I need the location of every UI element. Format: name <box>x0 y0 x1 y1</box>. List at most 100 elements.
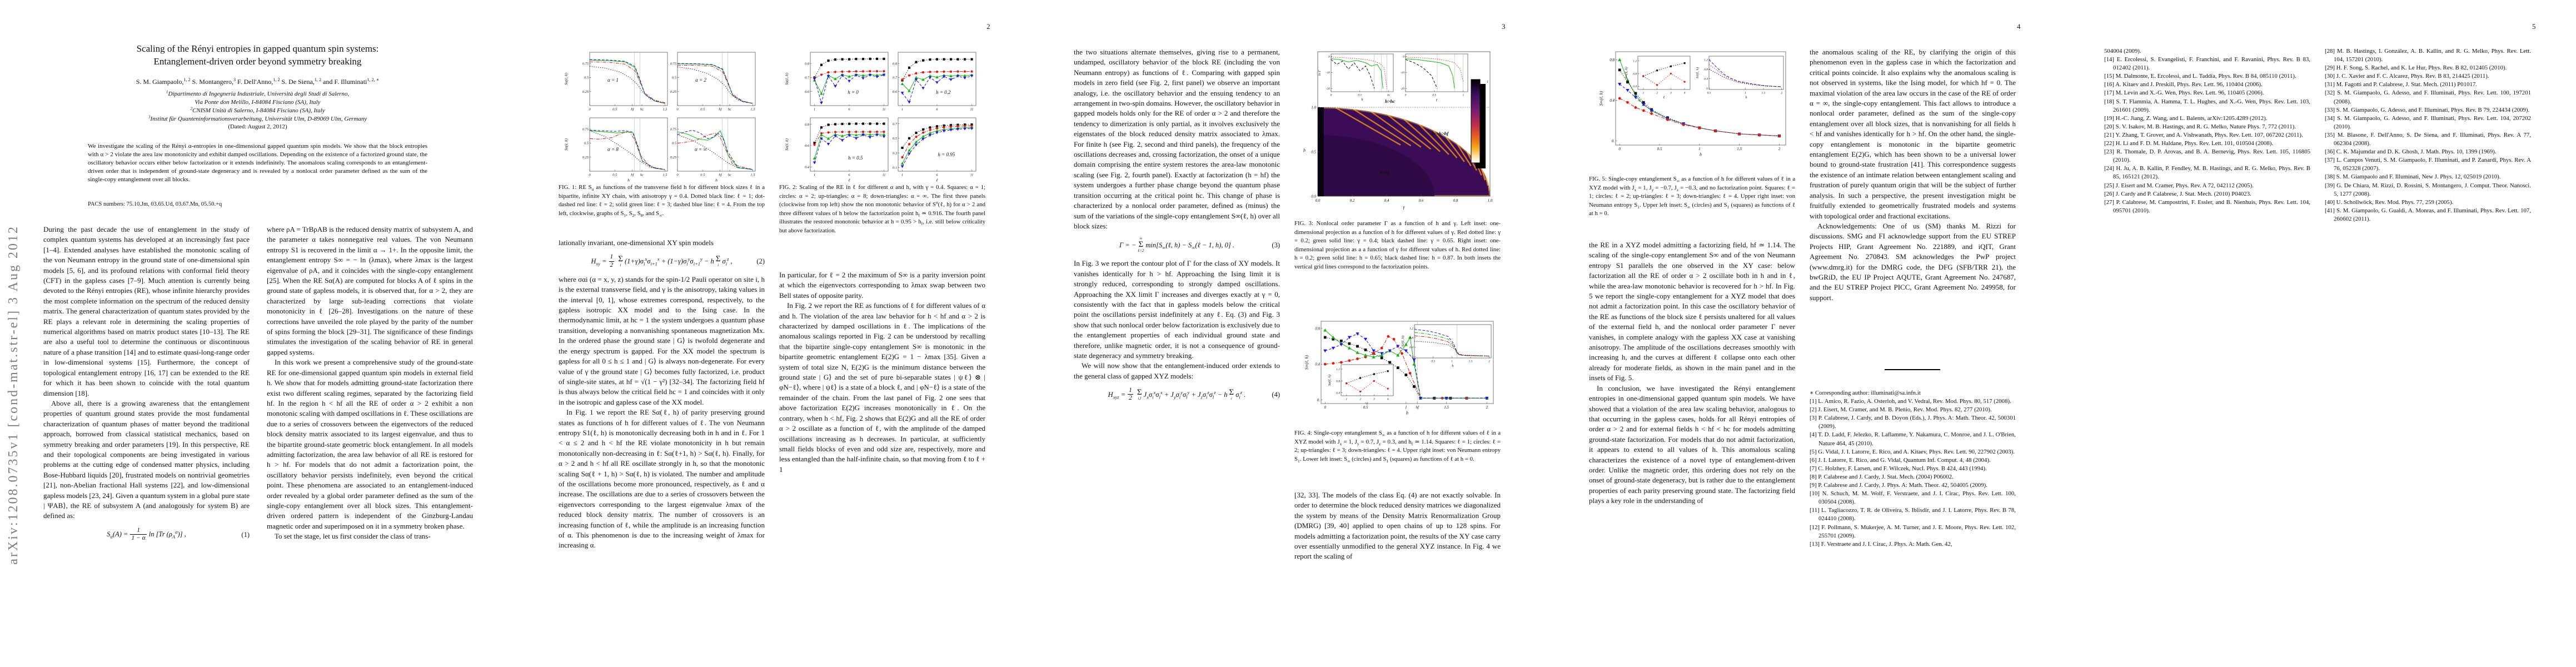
svg-text:1: 1 <box>901 173 903 177</box>
svg-text:4: 4 <box>1387 397 1389 401</box>
reference-item: [5] G. Vidal, J. I. Latorre, E. Rico, an… <box>1810 448 2015 455</box>
svg-text:S∞(ℓ, h): S∞(ℓ, h) <box>1304 355 1309 370</box>
svg-text:11: 11 <box>882 108 885 112</box>
svg-text:0.75: 0.75 <box>582 127 589 131</box>
svg-text:0.75: 0.75 <box>670 127 677 131</box>
svg-text:0.25: 0.25 <box>670 156 677 160</box>
paragraph: In Fig. 2 we report the RE as functions … <box>779 301 985 474</box>
eq1-numerator: 1 <box>137 526 140 534</box>
figure-3-chart: 1.0 0.5 0.0 0.0 0.2 0.4 0.6 0.8 1.0 h γ h>hc hc>h>hf… <box>1294 47 1501 217</box>
page4-left-column: the RE in a XYZ model admitting a factor… <box>1589 240 1795 506</box>
svg-text:1: 1 <box>814 173 815 177</box>
figure-1-caption: FIG. 1: RE Sα as functions of the transv… <box>559 184 765 218</box>
figure-5-chart: 0 0.5 1 1.5 2 0. 0.4 0.8 h S∞(ℓ, h) 1 2 3 4 0.4 0.8 1.2 ℓ… <box>1589 47 1795 170</box>
svg-text:0: 0 <box>1405 94 1407 97</box>
svg-text:0.5: 0.5 <box>700 108 705 112</box>
svg-text:0.7: 0.7 <box>805 76 810 80</box>
eq2-body-1: (1+γ)σixσi+1x + (1−γ)σiyσi+1y − h <box>625 256 714 267</box>
reference-item: [7] C. Holzhey, F. Larsen, and F. Wilcze… <box>1810 465 1987 472</box>
paragraph: In conclusion, we have investigated the … <box>1589 384 1795 505</box>
reference-item: [13] F. Verstraete and J. I. Cirac, J. P… <box>1810 540 1952 547</box>
svg-text:0: 0 <box>1618 147 1621 151</box>
svg-text:0.8: 0.8 <box>1336 380 1340 383</box>
page-5: 5 504004 (2009). [14] E. Ercolessi, S. Ev… <box>2061 0 2576 667</box>
svg-text:hf: hf <box>1416 405 1419 410</box>
svg-text:11: 11 <box>970 108 973 112</box>
svg-text:S1(ℓ, h): S1(ℓ, h) <box>1401 336 1405 347</box>
svg-text:Sα(ℓ, h): Sα(ℓ, h) <box>785 72 789 84</box>
svg-text:1: 1 <box>1346 398 1348 401</box>
eq4-lhs: Hxyz = <box>1108 390 1126 400</box>
figure-4-caption: FIG. 4: Single-copy entanglement S∞ as a… <box>1294 430 1501 464</box>
svg-text:0: 0 <box>1331 94 1332 97</box>
svg-text:2: 2 <box>1778 147 1781 151</box>
svg-text:2: 2 <box>1486 405 1488 410</box>
reference-item: [8] P. Calabrese and J. Cardy, J. Stat. … <box>1810 473 1954 480</box>
svg-text:0.: 0. <box>1612 139 1615 143</box>
page3-right-column: [32, 33]. The models of the class Eq. (4… <box>1294 490 1501 562</box>
svg-text:6: 6 <box>936 173 938 177</box>
reference-item: [33] S. M. Giampaolo, G. Adesso, and F. … <box>2325 106 2530 113</box>
svg-text:0.8: 0.8 <box>1453 198 1458 203</box>
paragraph: the RE in a XYZ model admitting a factor… <box>1589 241 1795 382</box>
svg-text:1: 1 <box>1462 94 1464 97</box>
svg-text:hf: hf <box>631 173 634 177</box>
reference-item: [20] S. V. Isakov, M. B. Hastings, and R… <box>2104 123 2296 130</box>
svg-text:4: 4 <box>1684 91 1686 95</box>
svg-text:0.6: 0.6 <box>893 90 898 94</box>
reference-item: [21] Y. Zhang, T. Grover, and A. Vishwan… <box>2104 131 2303 138</box>
svg-text:0.8: 0.8 <box>1315 326 1320 331</box>
eq4-body-1: Jxσixσlx + Jyσiyσly + Jzσizσlz − h <box>1143 389 1228 400</box>
svg-text:γ: γ <box>1436 98 1438 102</box>
figure-1-chart: Sα(ℓ, h) Sα(ℓ, h) 0 0.5 hf hc 1.5 0.25 0.5 0.75 α … <box>559 47 765 190</box>
svg-text:0.8: 0.8 <box>805 62 810 66</box>
svg-text:0: 0 <box>1706 87 1708 91</box>
svg-text:Sα(ℓ, h): Sα(ℓ, h) <box>564 72 569 84</box>
page4-right-column: the anomalous scaling of the RE, by clar… <box>1810 47 2016 303</box>
svg-text:0.5: 0.5 <box>1707 92 1711 95</box>
page-1: arXiv:1208.0735v1 [cond-mat.str-el] 3 Au… <box>0 0 516 667</box>
svg-text:0: 0 <box>1412 356 1413 359</box>
svg-text:0.75: 0.75 <box>670 62 677 66</box>
svg-text:1.5: 1.5 <box>1444 405 1449 410</box>
affiliation-1b: Via Ponte don Melillo, I-84084 Fisciano … <box>195 99 321 106</box>
reference-item: [22] H. Li and F. D. M. Haldane, Phys. R… <box>2104 140 2274 147</box>
svg-text:2: 2 <box>1656 92 1658 95</box>
page2-left-column: lationally invariant, one-dimensional XY… <box>559 238 765 551</box>
svg-text:1.2: 1.2 <box>1633 59 1637 63</box>
svg-text:hc>h>hf: hc>h>hf <box>1432 131 1449 136</box>
svg-text:0: 0 <box>1328 55 1330 58</box>
reference-item: [28] M. B. Hastings, I. González, A. B. … <box>2325 48 2531 63</box>
svg-text:1: 1 <box>1745 92 1746 95</box>
svg-text:h: h <box>1745 96 1747 99</box>
reference-item: [30] J. C. Xavier and F. C. Alcarez, Phy… <box>2325 73 2489 80</box>
svg-text:h = 0.5: h = 0.5 <box>848 155 863 161</box>
affiliation-3: 3Institut für Quanteninformationsverarbe… <box>148 114 367 122</box>
svg-text:0.6: 0.6 <box>805 90 810 94</box>
svg-text:3: 3 <box>1373 398 1375 401</box>
svg-text:3: 3 <box>1670 92 1672 95</box>
svg-text:ℓ: ℓ <box>936 177 938 182</box>
svg-text:11: 11 <box>882 173 885 177</box>
paragraph: where σαi (α = x, y, z) stands for the s… <box>559 275 765 406</box>
svg-text:h<hf: h<hf <box>1379 170 1389 175</box>
eq2-number: (2) <box>756 257 765 265</box>
eq2-lhs: Hxy = <box>591 257 607 267</box>
svg-text:0.5: 0.5 <box>612 108 617 112</box>
reference-item: [10] N. Schuch, M. M. Wolf, F. Verstraet… <box>1810 490 2016 506</box>
reference-item: [16] A. Kitaev and J. Preskill, Phys. Re… <box>2104 81 2263 88</box>
svg-text:h: h <box>627 177 630 182</box>
svg-text:6: 6 <box>848 173 850 177</box>
eq1-fraction: 1 1 − α <box>130 526 147 542</box>
reference-item: [9] P. Calabrese and J. Cardy, J. Phys. … <box>1810 482 1987 489</box>
svg-text:hc: hc <box>728 173 731 177</box>
svg-text:1.5: 1.5 <box>1737 147 1742 151</box>
reference-item: [18] S. T. Flammia, A. Hamma, T. L. Hugh… <box>2104 98 2310 113</box>
paragraph: During the past decade the use of entang… <box>43 225 250 397</box>
equation-1: Sα(A) = 1 1 − α ln [Tr (ρAα)] , (1) <box>43 527 250 542</box>
